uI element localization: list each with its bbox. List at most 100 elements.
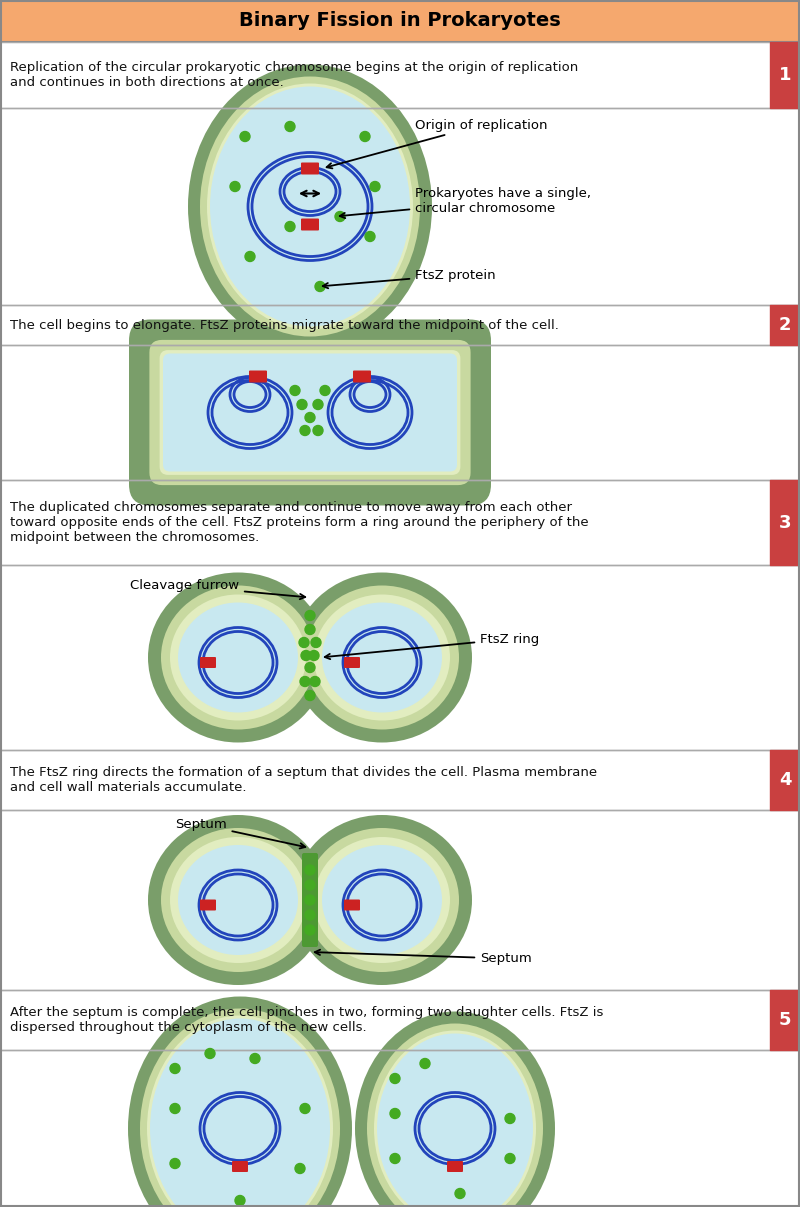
Circle shape [313, 400, 323, 409]
Circle shape [305, 880, 315, 890]
Circle shape [390, 1108, 400, 1119]
FancyBboxPatch shape [200, 899, 216, 910]
FancyBboxPatch shape [163, 354, 457, 472]
FancyBboxPatch shape [447, 1161, 463, 1172]
Ellipse shape [305, 585, 459, 729]
FancyBboxPatch shape [353, 371, 371, 383]
Ellipse shape [305, 828, 459, 972]
Circle shape [310, 676, 320, 687]
Circle shape [305, 624, 315, 635]
Ellipse shape [170, 595, 306, 721]
Text: The duplicated chromosomes separate and continue to move away from each other
to: The duplicated chromosomes separate and … [10, 501, 589, 544]
Circle shape [305, 690, 315, 700]
Circle shape [455, 1189, 465, 1199]
Circle shape [299, 637, 309, 647]
Circle shape [305, 663, 315, 672]
FancyBboxPatch shape [344, 657, 360, 667]
Circle shape [300, 1103, 310, 1114]
Ellipse shape [150, 1019, 330, 1207]
Ellipse shape [207, 83, 413, 330]
Circle shape [505, 1114, 515, 1124]
Circle shape [370, 181, 380, 192]
Circle shape [305, 896, 315, 905]
Ellipse shape [367, 1024, 543, 1207]
Text: Origin of replication: Origin of replication [326, 118, 547, 169]
Text: Replication of the circular prokaryotic chromosome begins at the origin of repli: Replication of the circular prokaryotic … [10, 62, 578, 89]
FancyBboxPatch shape [232, 1161, 248, 1172]
Ellipse shape [210, 87, 410, 327]
Circle shape [205, 1049, 215, 1059]
Circle shape [305, 865, 315, 875]
Circle shape [285, 122, 295, 132]
Circle shape [300, 676, 310, 687]
Circle shape [170, 1103, 180, 1114]
Text: 1: 1 [778, 66, 791, 84]
Ellipse shape [292, 572, 472, 742]
Circle shape [315, 281, 325, 292]
Circle shape [230, 181, 240, 192]
Ellipse shape [161, 828, 315, 972]
Text: 2: 2 [778, 316, 791, 334]
FancyBboxPatch shape [302, 853, 318, 947]
Text: After the septum is complete, the cell pinches in two, forming two daughter cell: After the septum is complete, the cell p… [10, 1005, 603, 1034]
Text: Septum: Septum [175, 818, 306, 849]
Circle shape [305, 925, 315, 935]
Text: Binary Fission in Prokaryotes: Binary Fission in Prokaryotes [239, 12, 561, 30]
Circle shape [313, 426, 323, 436]
Circle shape [305, 910, 315, 920]
Text: 5: 5 [778, 1011, 791, 1030]
Ellipse shape [170, 836, 306, 963]
Text: The FtsZ ring directs the formation of a septum that divides the cell. Plasma me: The FtsZ ring directs the formation of a… [10, 766, 597, 794]
Circle shape [311, 637, 321, 647]
Text: 4: 4 [778, 771, 791, 789]
Circle shape [245, 251, 255, 262]
Ellipse shape [178, 845, 298, 955]
FancyBboxPatch shape [344, 899, 360, 910]
Circle shape [335, 211, 345, 222]
Ellipse shape [314, 836, 450, 963]
Circle shape [390, 1154, 400, 1164]
Circle shape [309, 651, 319, 660]
Circle shape [300, 426, 310, 436]
FancyBboxPatch shape [249, 371, 267, 383]
Ellipse shape [140, 1009, 340, 1207]
FancyBboxPatch shape [200, 657, 216, 667]
FancyBboxPatch shape [129, 320, 491, 506]
Ellipse shape [178, 602, 298, 712]
Ellipse shape [128, 997, 352, 1207]
Text: Cleavage furrow: Cleavage furrow [130, 579, 306, 599]
Ellipse shape [148, 572, 328, 742]
Ellipse shape [147, 1015, 333, 1207]
Circle shape [297, 400, 307, 409]
Circle shape [290, 385, 300, 396]
Circle shape [360, 132, 370, 141]
Circle shape [240, 132, 250, 141]
Circle shape [390, 1073, 400, 1084]
Ellipse shape [374, 1031, 536, 1207]
Circle shape [235, 1195, 245, 1206]
Text: Prokaryotes have a single,
circular chromosome: Prokaryotes have a single, circular chro… [340, 187, 591, 218]
FancyBboxPatch shape [301, 163, 319, 175]
Circle shape [170, 1159, 180, 1168]
Ellipse shape [148, 815, 328, 985]
Circle shape [365, 232, 375, 241]
Circle shape [420, 1059, 430, 1068]
FancyBboxPatch shape [150, 340, 470, 485]
Ellipse shape [322, 845, 442, 955]
Text: Septum: Septum [314, 950, 532, 966]
Text: FtsZ protein: FtsZ protein [322, 268, 496, 288]
Ellipse shape [188, 64, 432, 349]
Circle shape [170, 1063, 180, 1073]
Text: FtsZ ring: FtsZ ring [325, 632, 539, 659]
Text: 3: 3 [778, 513, 791, 531]
Circle shape [320, 385, 330, 396]
Ellipse shape [314, 595, 450, 721]
Circle shape [505, 1154, 515, 1164]
Circle shape [285, 222, 295, 232]
Text: The cell begins to elongate. FtsZ proteins migrate toward the midpoint of the ce: The cell begins to elongate. FtsZ protei… [10, 319, 559, 332]
Ellipse shape [161, 585, 315, 729]
Ellipse shape [322, 602, 442, 712]
Circle shape [295, 1164, 305, 1173]
FancyBboxPatch shape [160, 350, 461, 474]
Ellipse shape [292, 815, 472, 985]
